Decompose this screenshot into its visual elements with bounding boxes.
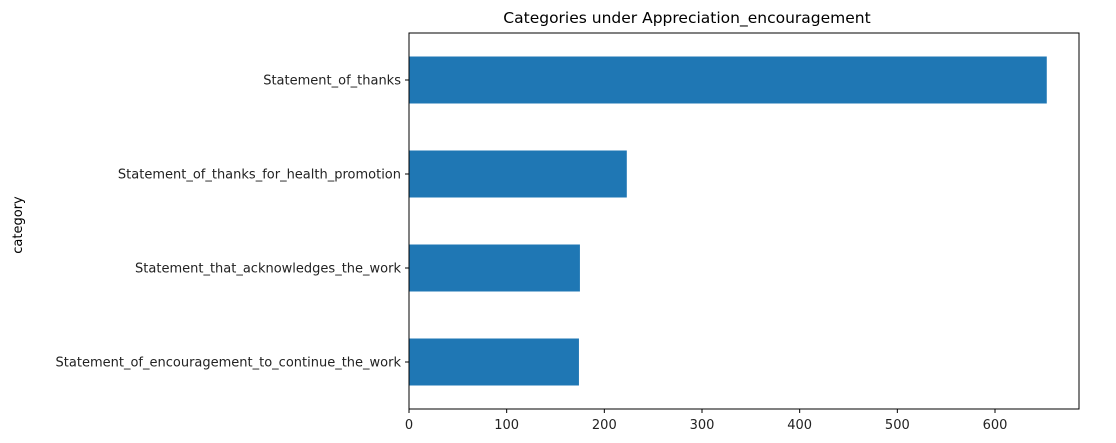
y-tick-label: Statement_of_thanks	[263, 74, 401, 89]
y-axis-label: category	[11, 196, 26, 254]
bar-3	[409, 244, 580, 292]
x-tick-label: 400	[787, 418, 812, 433]
y-tick-label: Statement_of_encouragement_to_continue_t…	[56, 356, 402, 371]
bar-4	[409, 338, 579, 386]
bar-2	[409, 150, 627, 198]
y-tick-label: Statement_of_thanks_for_health_promotion	[118, 168, 401, 183]
chart-title: Categories under Appreciation_encouragem…	[503, 9, 870, 28]
plot-area-border	[408, 32, 1080, 410]
x-tick-label: 200	[592, 418, 617, 433]
x-axis-ticks: 0 100 200 300 400 500 600	[405, 409, 1008, 433]
bar-1	[409, 56, 1047, 104]
x-tick-label: 500	[885, 418, 910, 433]
x-tick-label: 100	[494, 418, 519, 433]
plot-frame	[408, 32, 1080, 410]
x-tick-label: 300	[690, 418, 715, 433]
y-tick-label: Statement_that_acknowledges_the_work	[135, 262, 401, 277]
x-tick-label: 0	[405, 418, 413, 433]
bars-group	[409, 56, 1047, 386]
x-tick-label: 600	[983, 418, 1008, 433]
y-axis-ticks: Statement_of_thanks Statement_of_thanks_f…	[56, 74, 409, 371]
